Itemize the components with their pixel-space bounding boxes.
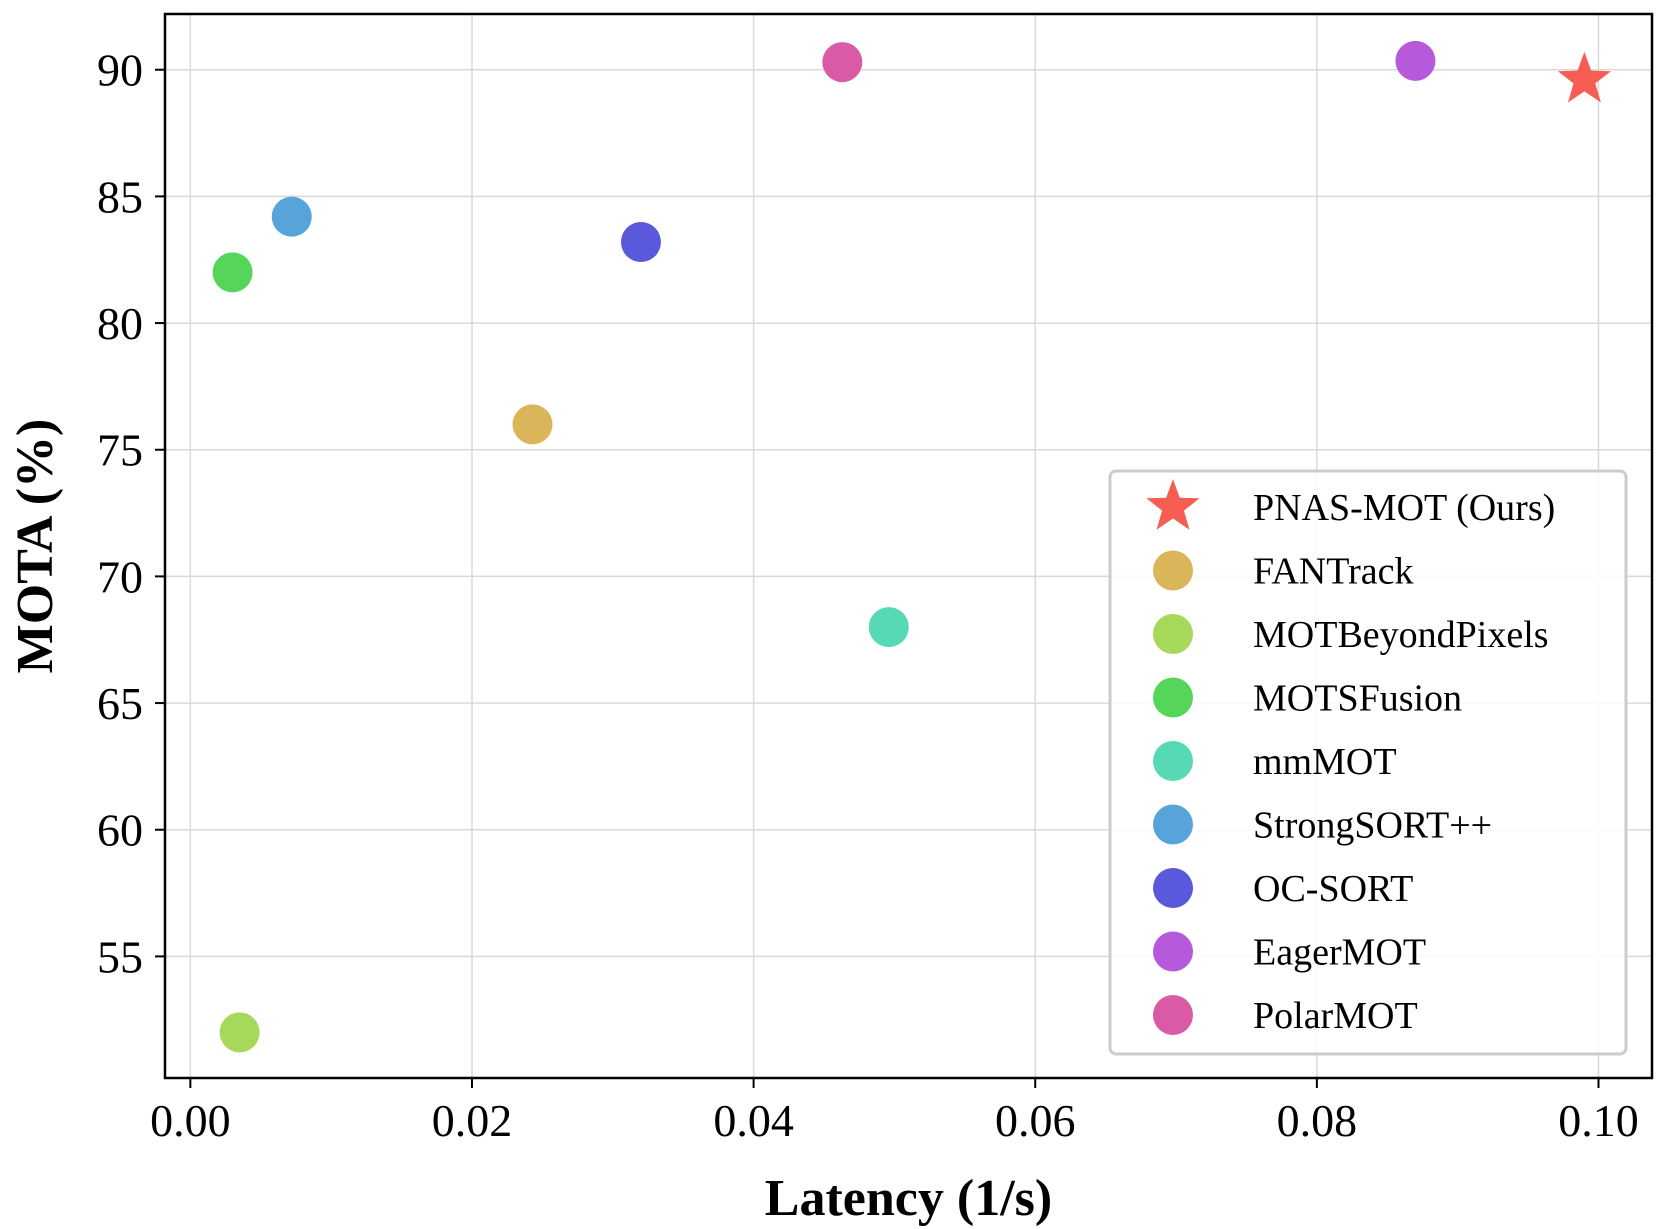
- legend-box: [1108, 469, 1628, 1056]
- plot-frame: [163, 12, 1654, 1080]
- x-tick-label: 0.02: [432, 1095, 513, 1146]
- y-tick-label: 70: [97, 551, 143, 602]
- data-points: [212, 40, 1611, 1053]
- legend-marker-fantrack: [1153, 550, 1193, 591]
- x-tick-label: 0.06: [995, 1095, 1076, 1146]
- legend-items: PNAS-MOT (Ours) FANTrack MOTBeyondPixels MO…: [1146, 479, 1555, 1037]
- point-motbeyondpixels: [219, 1012, 260, 1053]
- y-axis-ticks: 55 60 65 70 75 80 85 90: [97, 45, 165, 982]
- legend-marker-pnas-mot-ours: [1146, 479, 1200, 530]
- point-fantrack: [512, 404, 553, 445]
- y-tick-label: 55: [97, 931, 143, 982]
- legend-label-motbeyondpixels: MOTBeyondPixels: [1253, 614, 1549, 656]
- x-axis-label: Latency (1/s): [765, 1170, 1052, 1227]
- point-oc-sort: [620, 222, 661, 262]
- point-mmmot: [868, 607, 909, 648]
- x-tick-label: 0.00: [150, 1095, 231, 1146]
- y-axis-label: MOTA (%): [7, 419, 64, 674]
- x-tick-label: 0.10: [1558, 1095, 1639, 1146]
- point-polarmot: [822, 42, 863, 83]
- legend-marker-strongsort: [1153, 804, 1193, 845]
- legend-marker-mmmot: [1153, 741, 1193, 781]
- legend-label-eagermot: EagerMOT: [1253, 932, 1426, 974]
- legend: PNAS-MOT (Ours) FANTrack MOTBeyondPixels MO…: [1108, 469, 1628, 1056]
- legend-marker-oc-sort: [1153, 868, 1193, 908]
- legend-label-strongsort: StrongSORT++: [1253, 805, 1492, 847]
- x-tick-label: 0.08: [1277, 1095, 1358, 1146]
- legend-label-oc-sort: OC-SORT: [1253, 868, 1413, 910]
- legend-label-motsfusion: MOTSFusion: [1253, 678, 1462, 720]
- legend-label-polarmot: PolarMOT: [1253, 995, 1418, 1037]
- legend-marker-polarmot: [1153, 995, 1193, 1035]
- legend-marker-eagermot: [1153, 931, 1193, 972]
- legend-label-fantrack: FANTrack: [1253, 551, 1413, 593]
- x-tick-label: 0.04: [713, 1095, 794, 1146]
- y-tick-label: 75: [97, 425, 143, 476]
- legend-label-pnas-mot-ours: PNAS-MOT (Ours): [1253, 487, 1555, 529]
- y-tick-label: 85: [97, 171, 143, 222]
- y-tick-label: 65: [97, 678, 143, 729]
- point-pnas-mot-ours: [1557, 51, 1611, 103]
- y-tick-label: 80: [97, 298, 143, 349]
- point-strongsort: [271, 196, 312, 237]
- y-tick-label: 60: [97, 805, 143, 856]
- legend-marker-motbeyondpixels: [1153, 614, 1193, 654]
- point-eagermot: [1395, 40, 1436, 81]
- legend-label-mmmot: mmMOT: [1253, 741, 1397, 783]
- point-motsfusion: [212, 252, 253, 293]
- x-axis-ticks: 0.00 0.02 0.04 0.06 0.08 0.10: [150, 1078, 1639, 1146]
- y-tick-label: 90: [97, 45, 143, 96]
- legend-marker-motsfusion: [1153, 677, 1193, 718]
